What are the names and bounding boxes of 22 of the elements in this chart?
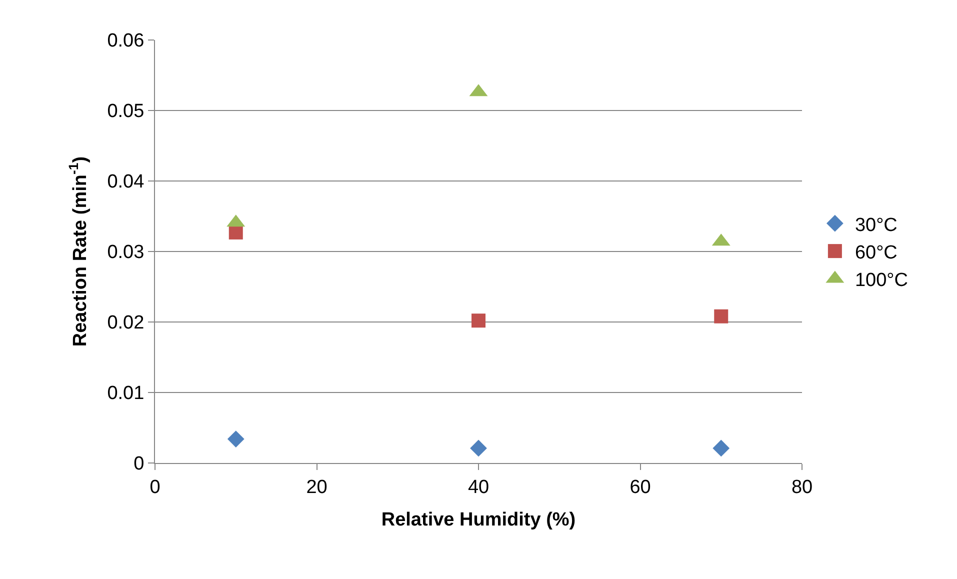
y-tick-label: 0.05 [107, 101, 144, 122]
x-tick-label: 60 [630, 476, 651, 498]
legend-label: 60°C [854, 242, 898, 264]
point [228, 225, 243, 240]
legend-label: 100°C [854, 270, 908, 292]
y-tick-label: 0.02 [107, 312, 144, 334]
y-tick-label: 0.03 [107, 242, 144, 264]
y-tick-label: 0.06 [107, 30, 144, 52]
x-tick-label: 20 [306, 476, 328, 498]
point [714, 309, 728, 324]
y-tick-label: 0 [134, 454, 144, 475]
y-tick-label: 0.04 [107, 172, 145, 193]
point [227, 430, 244, 448]
y-tick-label: 0.01 [107, 383, 144, 404]
x-tick-label: 80 [791, 476, 813, 498]
point [470, 440, 487, 457]
x-axis-title: Relative Humidity (%) [381, 510, 576, 531]
x-tick-label: 40 [468, 476, 490, 498]
legend-label: 30°C [854, 214, 898, 236]
point [712, 440, 730, 457]
point [472, 314, 486, 328]
x-tick-label: 0 [150, 476, 160, 498]
